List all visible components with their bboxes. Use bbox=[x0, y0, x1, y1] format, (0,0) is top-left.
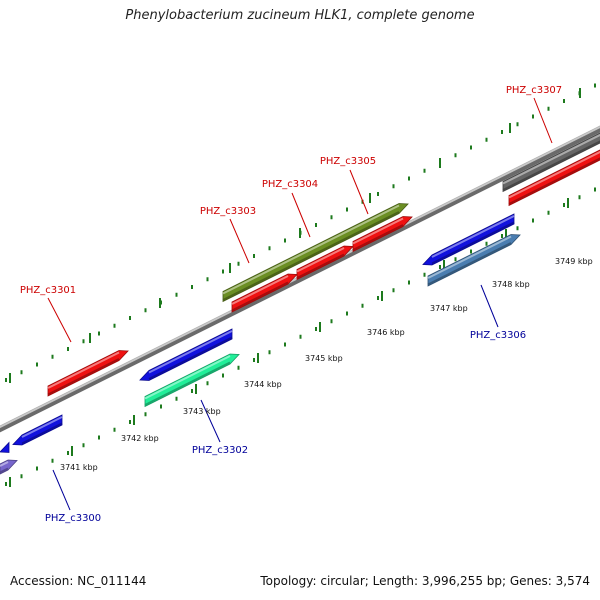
label-leader-line bbox=[349, 169, 369, 215]
feature-blue-4[interactable] bbox=[422, 213, 515, 266]
accession-label: Accession: NC_011144 bbox=[10, 574, 147, 588]
scale-label: 3742 kbp bbox=[121, 434, 159, 443]
gene-label-phz-c3305[interactable]: PHZ_c3305 bbox=[320, 156, 376, 167]
scale-label: 3744 kbp bbox=[244, 380, 282, 389]
feature-olive[interactable] bbox=[222, 203, 409, 303]
feature-blue-3[interactable] bbox=[139, 328, 233, 381]
scale-label: 3743 kbp bbox=[183, 407, 221, 416]
kbp-tick-marks bbox=[5, 83, 596, 487]
label-leader-line bbox=[229, 218, 250, 264]
scale-label: 3745 kbp bbox=[305, 354, 343, 363]
scale-label: 3748 kbp bbox=[492, 280, 530, 289]
scale-label: 3746 kbp bbox=[367, 328, 405, 337]
scale-label: 3747 kbp bbox=[430, 304, 468, 313]
gene-label-phz-c3303[interactable]: PHZ_c3303 bbox=[200, 206, 256, 217]
label-leader-line bbox=[52, 469, 71, 511]
scale-label: 3749 kbp bbox=[555, 257, 593, 266]
topology-label: Topology: circular; Length: 3,996,255 bp… bbox=[260, 574, 590, 588]
map-title: Phenylobacterium zucineum HLK1, complete… bbox=[125, 8, 475, 23]
label-leader-line bbox=[47, 297, 72, 343]
feature-red-4[interactable] bbox=[352, 216, 413, 253]
label-leader-line bbox=[291, 192, 311, 238]
feature-purple[interactable] bbox=[0, 459, 18, 475]
label-leader-line bbox=[533, 97, 553, 144]
scale-label: 3741 kbp bbox=[60, 463, 98, 472]
scale-labels: 3741 kbp 3742 kbp 3743 kbp 3744 kbp 3745 kbp… bbox=[60, 257, 593, 472]
gene-features bbox=[0, 132, 600, 475]
gene-label-phz-c3301[interactable]: PHZ_c3301 bbox=[20, 285, 76, 296]
gene-label-phz-c3302[interactable]: PHZ_c3302 bbox=[192, 445, 248, 456]
label-leader-line bbox=[200, 399, 221, 443]
feature-blue-1[interactable] bbox=[0, 441, 10, 453]
gene-label-phz-c3304[interactable]: PHZ_c3304 bbox=[262, 179, 318, 190]
gene-label-phz-c3307[interactable]: PHZ_c3307 bbox=[506, 85, 562, 96]
feature-blue-2[interactable] bbox=[12, 414, 63, 446]
backbone-line bbox=[0, 125, 600, 433]
feature-steelblue[interactable] bbox=[427, 234, 521, 287]
gene-label-phz-c3306[interactable]: PHZ_c3306 bbox=[470, 330, 526, 341]
feature-gray[interactable] bbox=[502, 132, 600, 193]
feature-red-5[interactable] bbox=[508, 149, 600, 207]
feature-red-3[interactable] bbox=[296, 245, 354, 281]
gene-labels: PHZ_c3300 PHZ_c3301 PHZ_c3302 PHZ_c3303 PHZ_… bbox=[20, 85, 562, 524]
label-leader-line bbox=[480, 284, 499, 328]
feature-teal[interactable] bbox=[144, 353, 240, 408]
feature-red-2[interactable] bbox=[231, 273, 298, 313]
gene-label-phz-c3300[interactable]: PHZ_c3300 bbox=[45, 513, 101, 524]
feature-red-1[interactable] bbox=[47, 350, 129, 397]
